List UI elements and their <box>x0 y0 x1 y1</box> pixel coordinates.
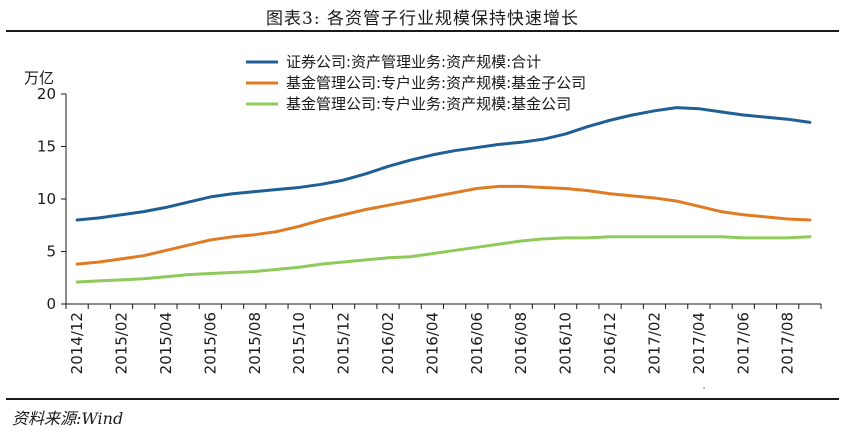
source-note: 资料来源:Wind <box>12 409 124 428</box>
legend-label-3: 基金管理公司:专户业务:资产规模:基金公司 <box>286 95 571 113</box>
x-tick-label: 2017/08 <box>779 312 797 374</box>
x-tick-label: 2014/12 <box>68 312 86 374</box>
legend-label-1: 证券公司:资产管理业务:资产规模:合计 <box>286 53 541 71</box>
y-tick-label: 0 <box>46 295 56 313</box>
y-tick-label: 10 <box>37 190 56 208</box>
y-tick-label: 5 <box>46 243 56 261</box>
x-tick-label: 2017/02 <box>645 312 663 374</box>
legend: 证券公司:资产管理业务:资产规模:合计基金管理公司:专户业务:资产规模:基金子公… <box>246 53 586 113</box>
x-tick-label: 2016/06 <box>468 312 486 374</box>
x-tick-label: 2016/02 <box>379 312 397 374</box>
x-tick-label: 2017/04 <box>690 312 708 374</box>
y-tick-label: 15 <box>37 138 56 156</box>
series-layer <box>75 106 812 284</box>
legend-label-2: 基金管理公司:专户业务:资产规模:基金子公司 <box>286 74 586 92</box>
x-tick-label: 2015/06 <box>201 312 219 374</box>
y-axis-label: 万亿 <box>24 69 54 87</box>
x-tick-label: 2015/10 <box>290 312 308 374</box>
x-tick-label: 2017/06 <box>734 312 752 374</box>
series-line-2 <box>75 184 812 266</box>
watermark: · <box>702 382 707 397</box>
title-rule <box>6 30 839 32</box>
x-tick-label: 2016/04 <box>423 312 441 374</box>
figure-title: 图表3: 各资管子行业规模保持快速增长 <box>266 9 579 29</box>
x-tick-label: 2015/02 <box>113 312 131 374</box>
x-tick-label: 2016/08 <box>512 312 530 374</box>
x-tick-label: 2015/08 <box>246 312 264 374</box>
x-tick-label: 2015/12 <box>335 312 353 374</box>
footer-rule <box>6 398 839 400</box>
axes: 0 5 10 15 20 2014/12 2015/02 2015/04 2015/06 2015… <box>37 85 822 374</box>
line-chart: 万亿 证券公司:资产管理业务:资产规模:合计基金管理公司:专户业务:资产规模:基… <box>24 53 822 374</box>
series-line-1 <box>75 106 812 222</box>
x-tick-label: 2015/04 <box>157 312 175 374</box>
series-line-3 <box>75 235 812 284</box>
y-tick-label: 20 <box>37 85 56 103</box>
x-tick-label: 2016/10 <box>557 312 575 374</box>
x-tick-label: 2016/12 <box>601 312 619 374</box>
